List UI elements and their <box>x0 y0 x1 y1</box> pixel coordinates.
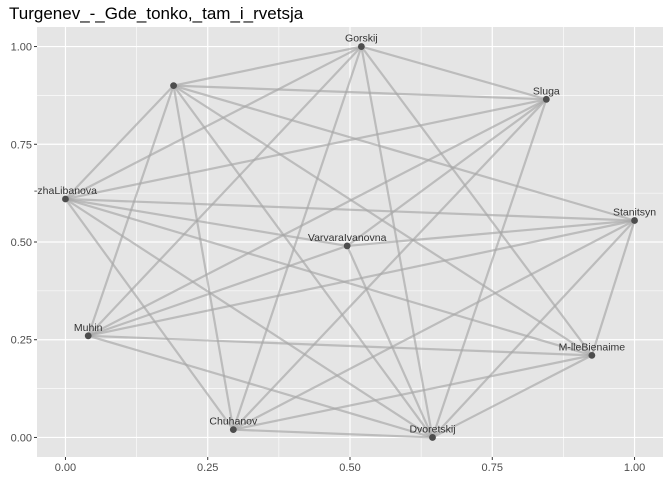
x-tick-label: 0.50 <box>339 462 360 474</box>
x-tick-label: 0.75 <box>482 462 503 474</box>
y-tick-label: 0.75 <box>11 139 32 151</box>
node-label: Stanitsyn <box>613 207 656 219</box>
network-node <box>170 82 177 90</box>
network-edge <box>172 84 636 222</box>
network-edge <box>431 98 548 439</box>
network-edge <box>64 197 434 439</box>
node-label: Muhin <box>74 322 103 334</box>
node-label: Chuhanov <box>209 416 258 428</box>
node-label: VarvaraIvanovna <box>308 232 387 244</box>
node-label: M-lleBienaime <box>559 341 626 353</box>
network-edge <box>232 354 593 431</box>
network-edge <box>64 197 593 357</box>
node-label: Gorskij <box>345 33 378 45</box>
network-edge <box>64 84 175 201</box>
network-edge <box>172 84 548 101</box>
network-edge <box>232 98 548 431</box>
y-tick-label: 0.50 <box>11 237 32 249</box>
x-tick-label: 1.00 <box>624 462 645 474</box>
network-edge <box>87 244 349 337</box>
network-edge <box>172 84 235 431</box>
network-edge <box>87 45 363 337</box>
x-tick-label: 0.25 <box>197 462 218 474</box>
node-label: Dvoretskij <box>409 423 455 435</box>
network-edge <box>360 45 548 101</box>
network-node <box>84 332 92 340</box>
network-edge <box>87 98 548 337</box>
network-edge <box>64 45 363 201</box>
network-edge <box>64 197 349 248</box>
network-node <box>588 351 596 359</box>
network-edge <box>346 219 636 248</box>
network-edge <box>431 354 593 439</box>
chart-title: Turgenev_-_Gde_tonko,_tam_i_rvetsja <box>9 4 304 23</box>
network-edge <box>172 45 363 87</box>
node-label: Sluga <box>533 85 560 97</box>
network-edge <box>232 428 434 439</box>
network-node <box>631 217 638 224</box>
network-node <box>542 95 550 103</box>
network-edge <box>87 334 593 357</box>
x-tick-label: 0.00 <box>55 462 76 474</box>
network-node <box>343 242 351 250</box>
network-edge <box>64 98 548 201</box>
network-node <box>229 426 237 434</box>
y-tick-label: 0.25 <box>11 335 32 347</box>
y-tick-label: 1.00 <box>11 42 32 54</box>
network-node <box>357 43 365 50</box>
network-edge <box>87 334 434 439</box>
network-node <box>429 434 436 441</box>
network-edge <box>64 197 636 222</box>
network-edge <box>232 219 636 431</box>
network-node <box>62 195 69 203</box>
network-edge <box>431 219 636 439</box>
network-edge <box>360 45 593 357</box>
network-edge <box>346 98 548 248</box>
node-label: -zhaLibanova <box>34 185 97 197</box>
network-edge <box>346 244 434 439</box>
network-edge <box>590 219 636 357</box>
y-tick-label: 0.00 <box>11 432 32 444</box>
